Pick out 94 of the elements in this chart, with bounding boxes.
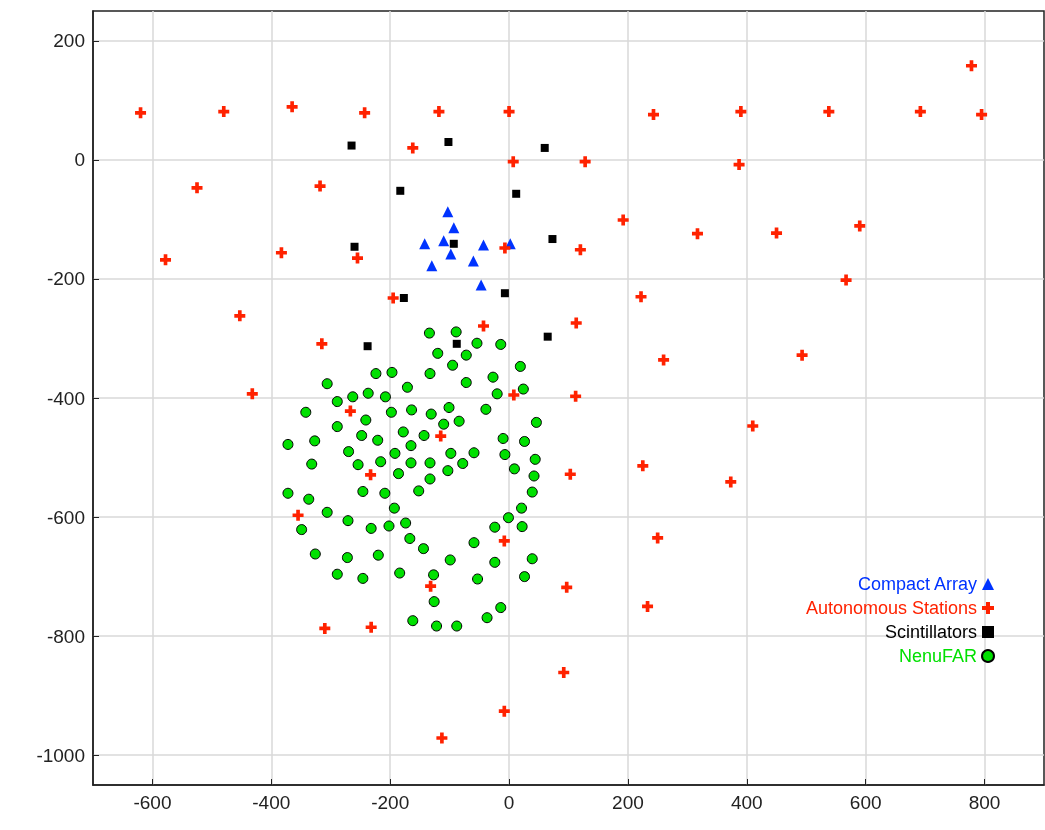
x-tick-label: 600: [849, 792, 882, 813]
point: [314, 180, 326, 192]
legend-label: Scintillators: [884, 622, 977, 642]
point: [965, 60, 977, 72]
point: [498, 535, 510, 547]
point: [475, 279, 487, 291]
point: [292, 509, 304, 521]
point: [579, 156, 591, 168]
point: [365, 621, 377, 633]
point: [498, 705, 510, 717]
point: [570, 390, 582, 402]
point: [617, 214, 629, 226]
point: [796, 349, 808, 361]
point: [246, 388, 258, 400]
y-tick-label: -400: [46, 387, 85, 409]
point: [436, 732, 448, 744]
point: [658, 354, 670, 366]
point: [426, 260, 438, 272]
point: [637, 460, 649, 472]
point: [467, 255, 479, 267]
point: [191, 182, 203, 194]
point: [445, 248, 457, 260]
point: [363, 342, 372, 351]
point: [419, 238, 431, 250]
x-tick-label: 400: [730, 792, 763, 813]
point: [452, 339, 461, 348]
x-tick-label: 0: [503, 792, 515, 813]
y-tick-label: -600: [46, 506, 85, 528]
legend-label: Compact Array: [857, 574, 977, 594]
point: [435, 430, 447, 442]
y-tick-label: 0: [74, 149, 85, 171]
x-tick-label: 800: [968, 792, 1001, 813]
point: [387, 292, 399, 304]
point: [448, 222, 460, 234]
point: [344, 405, 356, 417]
y-tick-label: -1000: [36, 744, 85, 766]
point: [218, 106, 230, 118]
point: [500, 289, 509, 298]
point: [548, 235, 557, 244]
point: [275, 247, 287, 259]
point: [286, 101, 298, 113]
point: [478, 320, 489, 332]
x-tick-label: -200: [371, 792, 410, 813]
legend-label: Autonomous Stations: [805, 598, 977, 618]
point: [350, 242, 359, 251]
point: [438, 235, 450, 247]
point: [425, 580, 437, 592]
point: [407, 142, 419, 154]
y-tick-label: -800: [46, 625, 85, 647]
point: [160, 254, 172, 266]
point: [561, 581, 573, 593]
point: [733, 159, 745, 171]
point: [499, 242, 511, 254]
point: [433, 106, 445, 118]
x-tick-label: 200: [612, 792, 644, 813]
point: [652, 532, 664, 544]
point: [396, 186, 405, 195]
x-tick-label: -400: [252, 792, 291, 813]
point: [854, 220, 866, 232]
point: [691, 228, 703, 240]
point: [725, 476, 737, 488]
point: [543, 332, 552, 341]
point: [352, 252, 363, 264]
y-tick-label: -200: [46, 268, 85, 290]
point: [135, 107, 147, 119]
point: [316, 338, 328, 350]
point: [319, 622, 331, 634]
point: [442, 206, 454, 218]
point: [503, 106, 515, 118]
point: [574, 244, 586, 256]
y-tick-label: 200: [53, 30, 85, 52]
point: [570, 317, 582, 329]
legend-label: NenuFAR: [898, 646, 977, 666]
point: [735, 106, 747, 118]
point: [771, 227, 783, 239]
point: [508, 389, 520, 401]
point: [365, 469, 377, 481]
point: [540, 143, 549, 152]
point: [840, 274, 852, 286]
point: [564, 468, 576, 480]
point: [399, 293, 408, 302]
point: [234, 310, 246, 322]
point: [512, 189, 521, 198]
point: [478, 239, 489, 251]
x-tick-label: -600: [133, 792, 172, 813]
point: [359, 107, 371, 119]
point: [747, 420, 759, 432]
point: [558, 666, 570, 678]
point: [823, 106, 835, 118]
point: [347, 141, 356, 150]
point: [444, 137, 453, 146]
point: [635, 291, 647, 303]
point: [449, 239, 458, 248]
point: [507, 156, 519, 168]
